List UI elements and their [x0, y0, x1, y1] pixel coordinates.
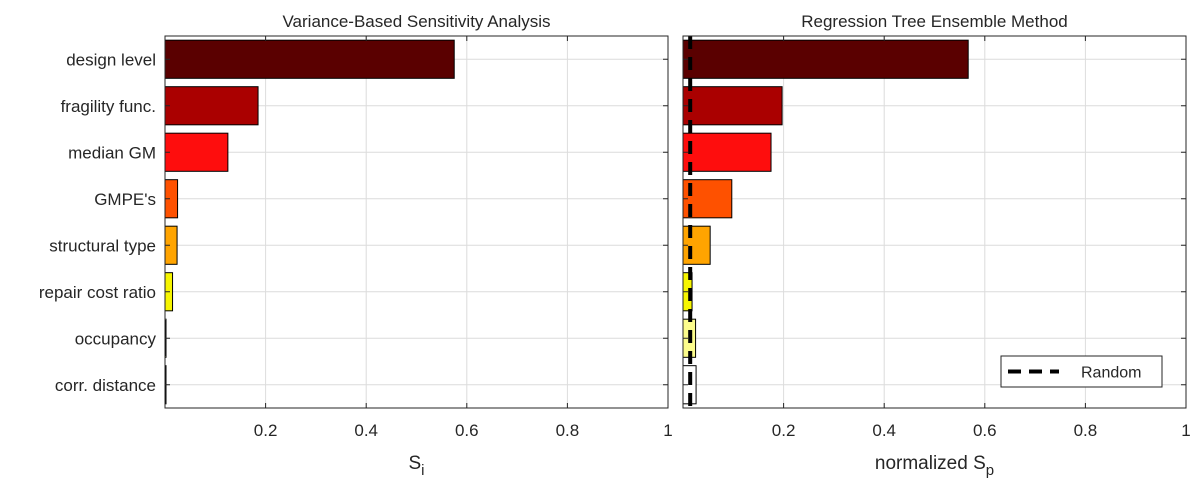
plot-frame	[682, 35, 1187, 409]
x-tick-labels: 0.2 0.4 0.6 0.8 1	[254, 421, 673, 440]
category-label: repair cost ratio	[39, 283, 156, 302]
bar-series	[682, 39, 969, 405]
sensitivity-panel: Variance-Based Sensitivity Analysis desi…	[39, 12, 673, 479]
x-tick-label: 0.4	[354, 421, 378, 440]
panel-title: Regression Tree Ensemble Method	[801, 12, 1067, 31]
x-tick-label: 0.8	[556, 421, 580, 440]
plot-frame	[164, 35, 669, 409]
category-label: GMPE's	[94, 190, 156, 209]
x-tick-label: 0.2	[254, 421, 278, 440]
category-label: occupancy	[75, 329, 157, 348]
x-axis-label: normalized Sp	[875, 453, 994, 479]
x-tick-labels: 0.2 0.4 0.6 0.8 1	[772, 421, 1191, 440]
category-labels: design level fragility func. median GM GMPE…	[39, 50, 157, 395]
legend-box	[1000, 355, 1163, 388]
bar-fragility-func	[682, 86, 783, 126]
bar-design-level	[682, 39, 969, 79]
x-tick-label: 0.8	[1074, 421, 1098, 440]
category-label: corr. distance	[55, 376, 156, 395]
bar-design-level	[164, 39, 455, 79]
x-tick-label: 0.4	[872, 421, 896, 440]
x-axis-label-main: normalized S	[875, 453, 986, 474]
regression-panel: Regression Tree Ensemble Method 0.2 0.4 0.…	[682, 12, 1191, 479]
bar-median-gm	[682, 132, 772, 172]
x-tick-label: 0.2	[772, 421, 796, 440]
bar-fragility-func	[164, 86, 259, 126]
tick-marks	[683, 36, 1186, 408]
x-tick-label: 1	[1181, 421, 1190, 440]
category-label: fragility func.	[61, 97, 156, 116]
x-axis-label: Si	[408, 453, 424, 479]
x-tick-label: 0.6	[973, 421, 997, 440]
category-label: median GM	[68, 143, 156, 162]
category-label: design level	[66, 50, 156, 69]
x-tick-label: 1	[663, 421, 672, 440]
category-label: structural type	[49, 236, 156, 255]
x-axis-label-subscript: i	[421, 462, 424, 479]
x-axis-label-subscript: p	[986, 462, 994, 479]
x-tick-label: 0.6	[455, 421, 479, 440]
x-axis-label-main: S	[408, 453, 421, 474]
bar-median-gm	[164, 132, 229, 172]
legend-label-random: Random	[1081, 365, 1141, 382]
tick-marks	[165, 36, 668, 408]
bar-series	[164, 39, 455, 405]
panel-title: Variance-Based Sensitivity Analysis	[282, 12, 550, 31]
legend: Random	[1000, 355, 1163, 388]
